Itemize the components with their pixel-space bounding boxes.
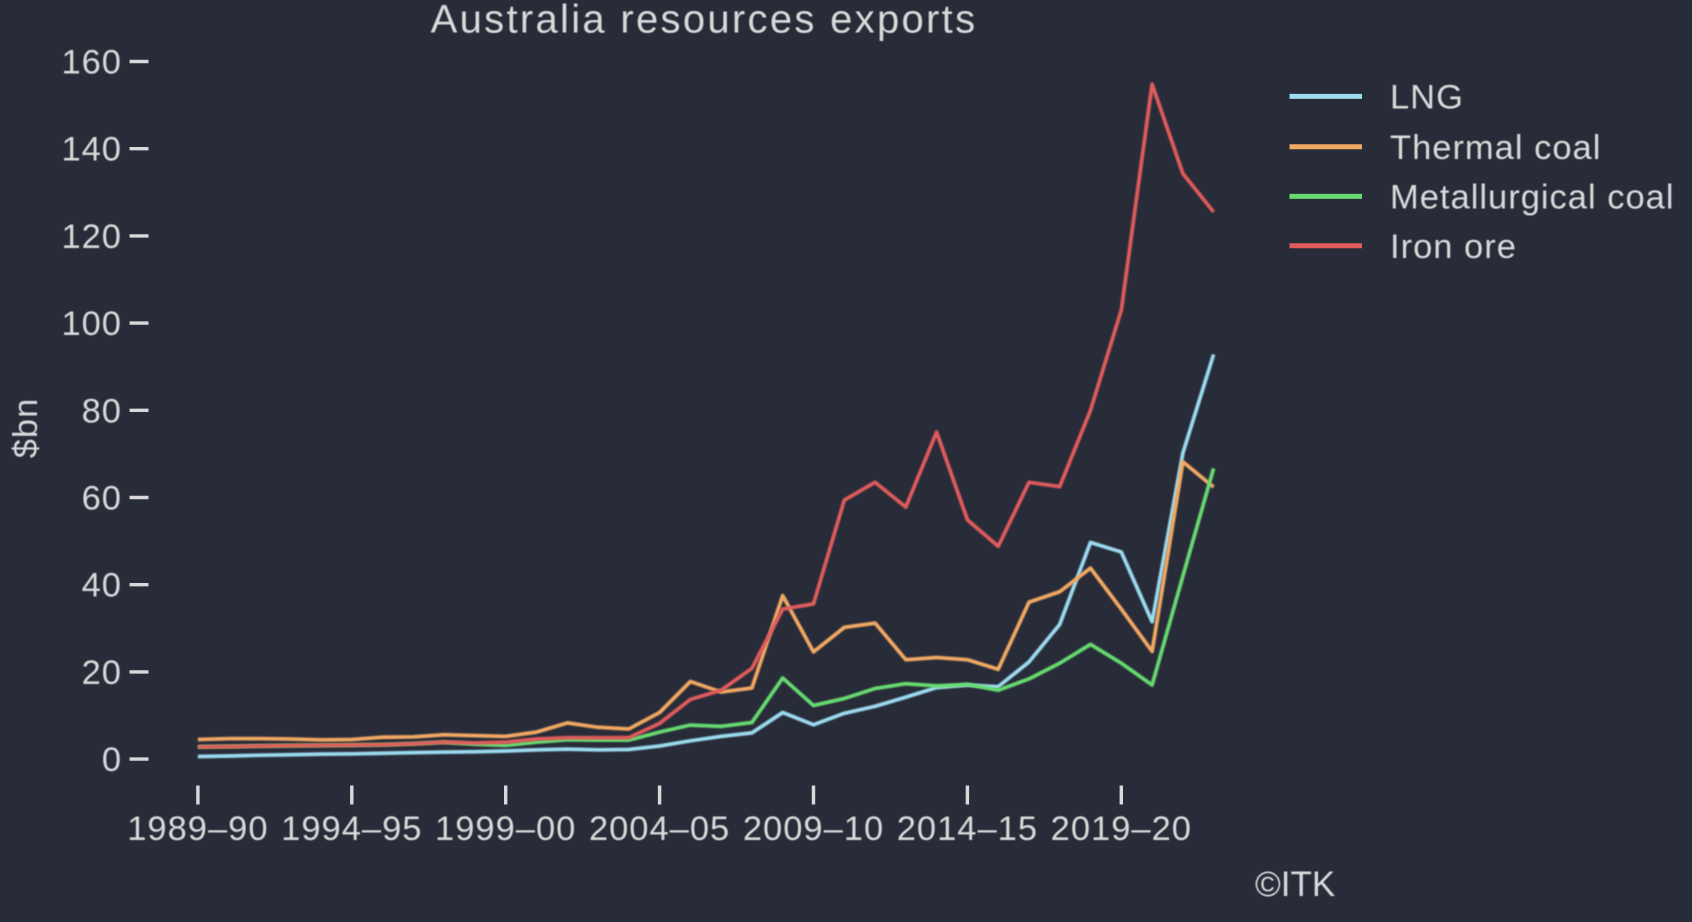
svg-text:1989–90: 1989–90 [127,810,268,848]
svg-text:1999–00: 1999–00 [435,810,576,848]
svg-text:140: 140 [61,131,122,169]
svg-text:40: 40 [82,567,122,605]
svg-text:1994–95: 1994–95 [281,810,422,848]
svg-text:80: 80 [82,392,122,430]
svg-text:$bn: $bn [7,398,45,459]
svg-text:©ITK: ©ITK [1255,865,1335,904]
svg-text:20: 20 [82,654,122,692]
svg-text:160: 160 [61,44,122,82]
svg-text:120: 120 [61,218,122,256]
svg-text:0: 0 [102,741,122,779]
svg-text:2019–20: 2019–20 [1051,810,1192,848]
svg-text:Thermal coal: Thermal coal [1390,129,1601,167]
svg-text:100: 100 [61,305,122,343]
svg-text:2014–15: 2014–15 [897,810,1038,848]
svg-text:2004–05: 2004–05 [589,810,730,848]
svg-text:LNG: LNG [1390,78,1464,116]
svg-text:Metallurgical coal: Metallurgical coal [1390,178,1675,216]
svg-text:Australia resources exports: Australia resources exports [431,0,978,42]
svg-text:2009–10: 2009–10 [743,810,884,848]
svg-text:Iron ore: Iron ore [1390,228,1517,266]
svg-text:60: 60 [82,480,122,518]
